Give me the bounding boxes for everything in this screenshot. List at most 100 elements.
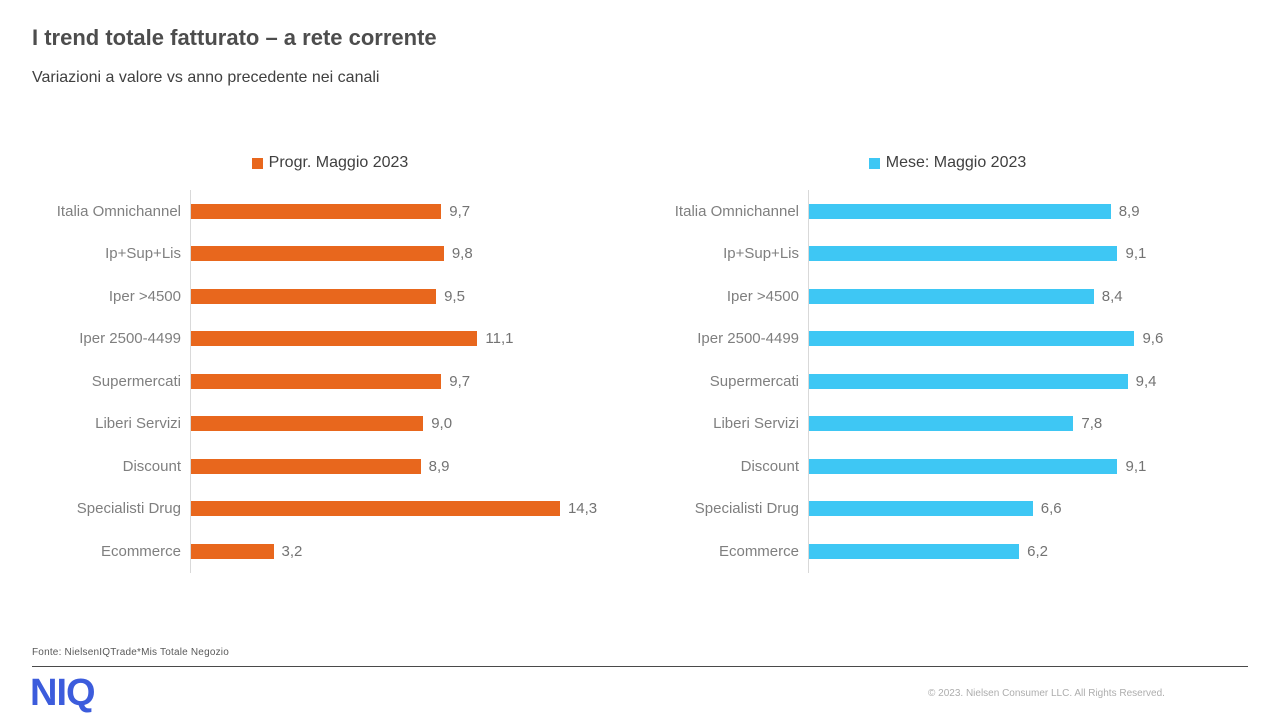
value-label: 9,7 — [449, 372, 471, 390]
niq-logo: NIQ — [30, 672, 96, 714]
bar — [191, 246, 444, 262]
value-label: 11,1 — [485, 330, 514, 348]
bar-zone: 9,5 — [190, 275, 630, 318]
bar-row: Ecommerce 3,2 — [30, 530, 630, 573]
bar — [191, 543, 274, 559]
value-label: 7,8 — [1081, 415, 1103, 433]
bar — [809, 288, 1094, 304]
bar-zone: 3,2 — [190, 530, 630, 573]
bar — [809, 543, 1020, 559]
bar-row: Discount 8,9 — [30, 445, 630, 488]
bar — [809, 458, 1118, 474]
bar — [191, 331, 478, 347]
bar-zone: 9,7 — [190, 360, 630, 403]
category-label: Liberi Servizi — [713, 415, 799, 433]
bar-row: Ip+Sup+Lis 9,8 — [30, 232, 630, 275]
bar-zone: 6,2 — [808, 530, 1250, 573]
legend-mese: Mese: Maggio 2023 — [645, 152, 1250, 174]
value-label: 8,9 — [1118, 202, 1140, 220]
bar — [809, 501, 1033, 517]
footer-divider — [32, 666, 1248, 667]
legend-swatch-orange — [251, 157, 263, 169]
bar-zone: 9,0 — [190, 402, 630, 445]
bar-zone: 14,3 — [190, 487, 630, 530]
bar-zone: 9,1 — [808, 445, 1250, 488]
category-label: Supermercati — [91, 372, 181, 390]
bar-zone: 9,6 — [808, 317, 1250, 360]
category-label: Iper >4500 — [726, 287, 799, 305]
bar-row: Supermercati 9,4 — [645, 360, 1250, 403]
category-label: Italia Omnichannel — [56, 202, 181, 220]
category-label: Italia Omnichannel — [674, 202, 799, 220]
legend-label: Mese: Maggio 2023 — [885, 154, 1027, 171]
bar — [191, 373, 442, 389]
copyright-text: © 2023. Nielsen Consumer LLC. All Rights… — [928, 688, 1165, 699]
bar — [809, 416, 1074, 432]
value-label: 9,0 — [431, 415, 453, 433]
bar-row: Liberi Servizi 7,8 — [645, 402, 1250, 445]
bar-zone: 9,4 — [808, 360, 1250, 403]
category-label: Specialisti Drug — [694, 500, 799, 518]
value-label: 9,6 — [1142, 330, 1164, 348]
bar — [191, 416, 424, 432]
bar — [809, 331, 1135, 347]
bar-row: Supermercati 9,7 — [30, 360, 630, 403]
value-label: 9,4 — [1135, 372, 1157, 390]
category-label: Ip+Sup+Lis — [723, 245, 799, 263]
value-label: 8,9 — [428, 457, 450, 475]
category-label: Discount — [122, 457, 181, 475]
bar-row: Discount 9,1 — [645, 445, 1250, 488]
category-label: Ecommerce — [718, 542, 799, 560]
value-label: 9,1 — [1125, 245, 1147, 263]
bar-row: Italia Omnichannel 9,7 — [30, 190, 630, 233]
page-subtitle: Variazioni a valore vs anno precedente n… — [32, 69, 380, 86]
value-label: 6,6 — [1040, 500, 1062, 518]
bar-zone: 9,8 — [190, 232, 630, 275]
value-label: 8,4 — [1101, 287, 1123, 305]
bar — [809, 373, 1128, 389]
value-label: 9,5 — [444, 287, 465, 305]
bar-row: Liberi Servizi 9,0 — [30, 402, 630, 445]
chart-mese-maggio: Mese: Maggio 2023 Italia Omnichannel 8,9 I… — [645, 152, 1250, 582]
bar-zone: 8,9 — [808, 190, 1250, 233]
bar — [191, 288, 437, 304]
bar — [809, 203, 1111, 219]
bar — [809, 246, 1118, 262]
category-label: Liberi Servizi — [95, 415, 181, 433]
value-label: 3,2 — [281, 542, 303, 560]
bar-zone: 6,6 — [808, 487, 1250, 530]
value-label: 6,2 — [1027, 542, 1049, 560]
source-note: Fonte: NielsenIQTrade*Mis Totale Negozio — [32, 647, 229, 658]
bar-rows-progr: Italia Omnichannel 9,7 Ip+Sup+Lis 9,8 Iper >… — [30, 190, 630, 573]
legend-label: Progr. Maggio 2023 — [268, 154, 409, 171]
bar-zone: 8,4 — [808, 275, 1250, 318]
category-label: Ip+Sup+Lis — [105, 245, 181, 263]
bar-row: Iper >4500 9,5 — [30, 275, 630, 318]
bar-row: Italia Omnichannel 8,9 — [645, 190, 1250, 233]
page-title: I trend totale fatturato – a rete corren… — [32, 25, 437, 50]
value-label: 14,3 — [567, 500, 598, 518]
bar-row: Specialisti Drug 6,6 — [645, 487, 1250, 530]
value-label: 9,1 — [1125, 457, 1147, 475]
bar-row: Iper 2500-4499 9,6 — [645, 317, 1250, 360]
bar-rows-mese: Italia Omnichannel 8,9 Ip+Sup+Lis 9,1 Iper >… — [645, 190, 1250, 573]
value-label: 9,7 — [449, 202, 471, 220]
category-label: Ecommerce — [100, 542, 181, 560]
category-label: Discount — [740, 457, 799, 475]
bar-zone: 9,1 — [808, 232, 1250, 275]
category-label: Iper >4500 — [108, 287, 181, 305]
bar-zone: 8,9 — [190, 445, 630, 488]
bar-row: Iper 2500-4499 11,1 — [30, 317, 630, 360]
bar-row: Iper >4500 8,4 — [645, 275, 1250, 318]
bar-zone: 9,7 — [190, 190, 630, 233]
bar-row: Specialisti Drug 14,3 — [30, 487, 630, 530]
bar-zone: 11,1 — [190, 317, 630, 360]
category-label: Specialisti Drug — [76, 500, 181, 518]
legend-swatch-blue — [868, 157, 880, 169]
bar-zone: 7,8 — [808, 402, 1250, 445]
bar-row: Ip+Sup+Lis 9,1 — [645, 232, 1250, 275]
bar — [191, 458, 421, 474]
legend-progr: Progr. Maggio 2023 — [30, 152, 630, 174]
category-label: Iper 2500-4499 — [697, 330, 799, 348]
bar — [191, 203, 442, 219]
